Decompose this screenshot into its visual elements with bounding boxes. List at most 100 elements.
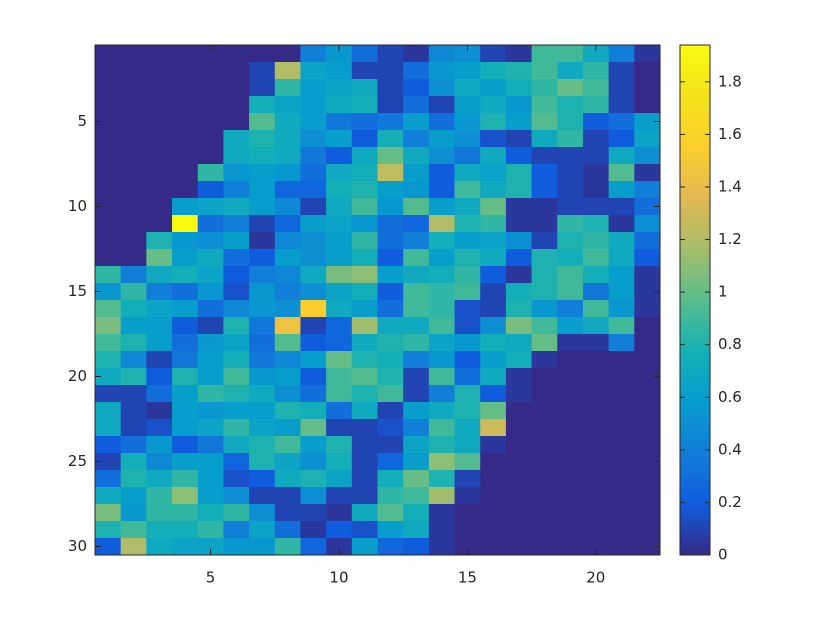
cell (274, 266, 301, 284)
cell (197, 198, 224, 216)
cell (95, 436, 122, 454)
cell (326, 232, 353, 250)
cell (608, 300, 635, 318)
cell (608, 62, 635, 80)
cell (505, 181, 532, 199)
y-tick-label: 5 (77, 112, 87, 130)
cell (146, 79, 173, 97)
cell (428, 266, 455, 284)
cell (582, 62, 610, 80)
cell (326, 504, 353, 522)
cell (300, 79, 327, 97)
cell (608, 130, 635, 148)
cell (326, 113, 353, 131)
cell (95, 79, 122, 97)
cell (95, 538, 122, 556)
cell (95, 198, 122, 216)
cell (377, 215, 404, 233)
colorbar-tick-label: 0.6 (718, 388, 742, 406)
cell (454, 334, 481, 352)
cell (95, 215, 122, 233)
cell (351, 521, 378, 539)
cell (249, 419, 276, 437)
cell (172, 487, 199, 505)
cell (351, 147, 378, 165)
cell (95, 487, 122, 505)
cell (634, 487, 661, 505)
cell (197, 96, 224, 114)
cell (95, 181, 122, 199)
cell (505, 266, 532, 284)
cell (531, 470, 558, 488)
cell (146, 215, 173, 233)
cell (428, 79, 455, 97)
cell (428, 164, 455, 182)
cell (146, 487, 173, 505)
cell (428, 96, 455, 114)
cell (454, 130, 481, 148)
colorbar-tick-label: 0.8 (718, 335, 742, 353)
cell (351, 504, 378, 522)
cell (557, 232, 584, 250)
cell (274, 164, 301, 182)
cell (300, 113, 327, 131)
cell (146, 521, 173, 539)
cell (120, 436, 147, 454)
cell (608, 487, 635, 505)
cell (146, 249, 173, 267)
cell (172, 79, 199, 97)
cell (480, 164, 507, 182)
cell (120, 232, 147, 250)
cell (454, 351, 481, 369)
cell (428, 504, 455, 522)
axes-box (94, 44, 661, 556)
cell (480, 487, 507, 505)
cell (223, 79, 250, 97)
cell (505, 215, 532, 233)
cell (197, 385, 224, 403)
x-tick-label: 10 (329, 569, 348, 587)
cell (146, 181, 173, 199)
cell (274, 334, 301, 352)
cell (480, 351, 507, 369)
cell (557, 113, 584, 131)
cell (634, 79, 661, 97)
cell (351, 232, 378, 250)
cell (377, 62, 404, 80)
cell (403, 436, 430, 454)
cell (95, 62, 122, 80)
cell (377, 164, 404, 182)
cell (300, 504, 327, 522)
cell (146, 504, 173, 522)
cell (326, 266, 353, 284)
cell (95, 232, 122, 250)
cell (480, 317, 507, 335)
cell (557, 368, 584, 386)
cell (480, 470, 507, 488)
cell (249, 215, 276, 233)
cell (326, 96, 353, 114)
cell (531, 79, 558, 97)
colorbar-tick-label: 1 (718, 283, 728, 301)
cell (274, 62, 301, 80)
cell (172, 130, 199, 148)
cell (197, 538, 224, 556)
cell (326, 317, 353, 335)
cell (557, 538, 584, 556)
cell (274, 504, 301, 522)
cell (274, 419, 301, 437)
cell (172, 45, 199, 63)
cell (95, 504, 122, 522)
cell (403, 181, 430, 199)
cell (454, 538, 481, 556)
cell (300, 368, 327, 386)
cell (608, 164, 635, 182)
cell (326, 164, 353, 182)
cell (480, 249, 507, 267)
cell (480, 45, 507, 63)
cell (95, 368, 122, 386)
cell (531, 419, 558, 437)
cell (95, 453, 122, 471)
cell (351, 300, 378, 318)
